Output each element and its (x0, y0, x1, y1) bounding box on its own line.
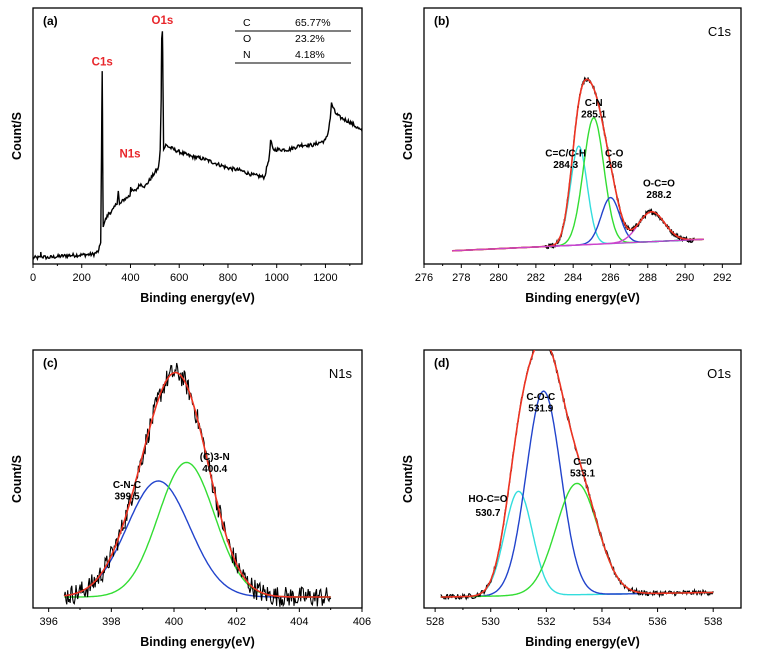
x-tick-label: 402 (227, 616, 245, 628)
x-tick-label: 530 (482, 616, 500, 628)
peak-annotation: C-N (585, 98, 603, 109)
peak-annotation: 288.2 (646, 190, 671, 201)
peak-annotation: C=C/C-H (545, 149, 586, 160)
x-tick-label: 286 (601, 272, 619, 284)
peak-annotation: 400.4 (202, 464, 227, 475)
plot-frame (32, 7, 363, 265)
x-tick-label: 532 (537, 616, 555, 628)
x-tick-label: 396 (39, 616, 57, 628)
peak-label: C1s (92, 56, 113, 68)
x-tick-label: 400 (165, 616, 183, 628)
x-axis-label: Binding energy(eV) (525, 635, 640, 649)
peak-annotation: C-O-C (526, 392, 555, 403)
x-axis-label: Binding energy(eV) (140, 635, 255, 649)
data-layer (451, 76, 704, 252)
panel-label: (c) (43, 356, 58, 370)
raw-data-line (63, 362, 332, 608)
component-peak (64, 480, 331, 598)
data-layer (33, 31, 362, 262)
y-axis-label: Count/S (10, 455, 24, 503)
x-tick-label: 534 (593, 616, 611, 628)
panel-title: C1s (708, 24, 732, 39)
x-tick-label: 406 (353, 616, 371, 628)
table-element: O (243, 33, 251, 45)
peak-annotation: 399.5 (114, 492, 139, 503)
y-axis-label: Count/S (10, 112, 24, 160)
x-tick-label: 292 (713, 272, 731, 284)
plot-frame (423, 349, 742, 609)
data-layer (440, 350, 714, 601)
peak-annotation: 285.1 (581, 109, 606, 120)
x-tick-label: 400 (121, 272, 139, 284)
table-element: C (243, 17, 251, 29)
x-tick-label: 800 (219, 272, 237, 284)
peak-annotation: C=0 (573, 457, 592, 468)
panel-a: 0 200 400 600 800 1000 1200 Binding energy(eV) C… (10, 7, 363, 305)
x-tick-label: 1200 (313, 272, 337, 284)
x-tick-label: 528 (426, 616, 444, 628)
peak-annotation: 286 (606, 160, 623, 171)
data-layer (63, 362, 332, 608)
panel-label: (b) (434, 14, 449, 28)
x-tick-label: 200 (73, 272, 91, 284)
x-tick-label: 290 (676, 272, 694, 284)
table-element: N (243, 49, 251, 61)
x-tick-label: 276 (415, 272, 433, 284)
panel-b: 276 278 280 282 284 286 288 290 292 Binding energ… (401, 7, 742, 305)
peak-annotation: 284.3 (553, 160, 578, 171)
peak-label: O1s (152, 15, 174, 27)
x-tick-label: 536 (648, 616, 666, 628)
panel-title: O1s (707, 366, 731, 381)
peak-label: N1s (119, 148, 140, 160)
x-tick-label: 0 (30, 272, 36, 284)
x-tick-label: 280 (489, 272, 507, 284)
x-tick-label: 288 (639, 272, 657, 284)
x-tick-label: 404 (290, 616, 308, 628)
x-axis-label: Binding energy(eV) (140, 291, 255, 305)
envelope-fit (440, 350, 714, 598)
peak-annotation: C-O (605, 149, 624, 160)
x-tick-label: 282 (527, 272, 545, 284)
x-tick-label: 1000 (264, 272, 288, 284)
component-peak (64, 461, 331, 598)
y-axis-label: Count/S (401, 112, 415, 160)
table-value: 4.18% (295, 49, 325, 61)
baseline-line (451, 238, 704, 252)
peak-annotation: HO-C=O (468, 494, 507, 505)
x-tick-label: 284 (564, 272, 582, 284)
table-value: 65.77% (295, 17, 331, 29)
panel-title: N1s (329, 366, 353, 381)
envelope-fit (64, 371, 331, 598)
peak-annotation: 531.9 (528, 403, 553, 414)
x-tick-label: 538 (704, 616, 722, 628)
x-tick-label: 600 (170, 272, 188, 284)
plot-frame (423, 7, 742, 265)
plot-frame (32, 349, 363, 609)
peak-annotation: O-C=O (643, 178, 675, 189)
y-axis-label: Count/S (401, 455, 415, 503)
panel-c: 396 398 400 402 404 406 Binding energy(eV) Coun… (10, 349, 371, 649)
table-value: 23.2% (295, 33, 325, 45)
peak-annotation: 530.7 (475, 508, 500, 519)
panel-label: (d) (434, 356, 449, 370)
peak-annotation: 533.1 (570, 468, 595, 479)
series-line (33, 31, 362, 262)
x-axis-label: Binding energy(eV) (525, 291, 640, 305)
peak-annotation: (C)3-N (200, 452, 230, 463)
peak-annotation: C-N-C (113, 480, 141, 491)
panel-label: (a) (43, 14, 58, 28)
x-tick-label: 278 (452, 272, 470, 284)
x-tick-label: 398 (102, 616, 120, 628)
panel-d: 528 530 532 534 536 538 Binding energy(eV) Coun… (401, 349, 742, 649)
